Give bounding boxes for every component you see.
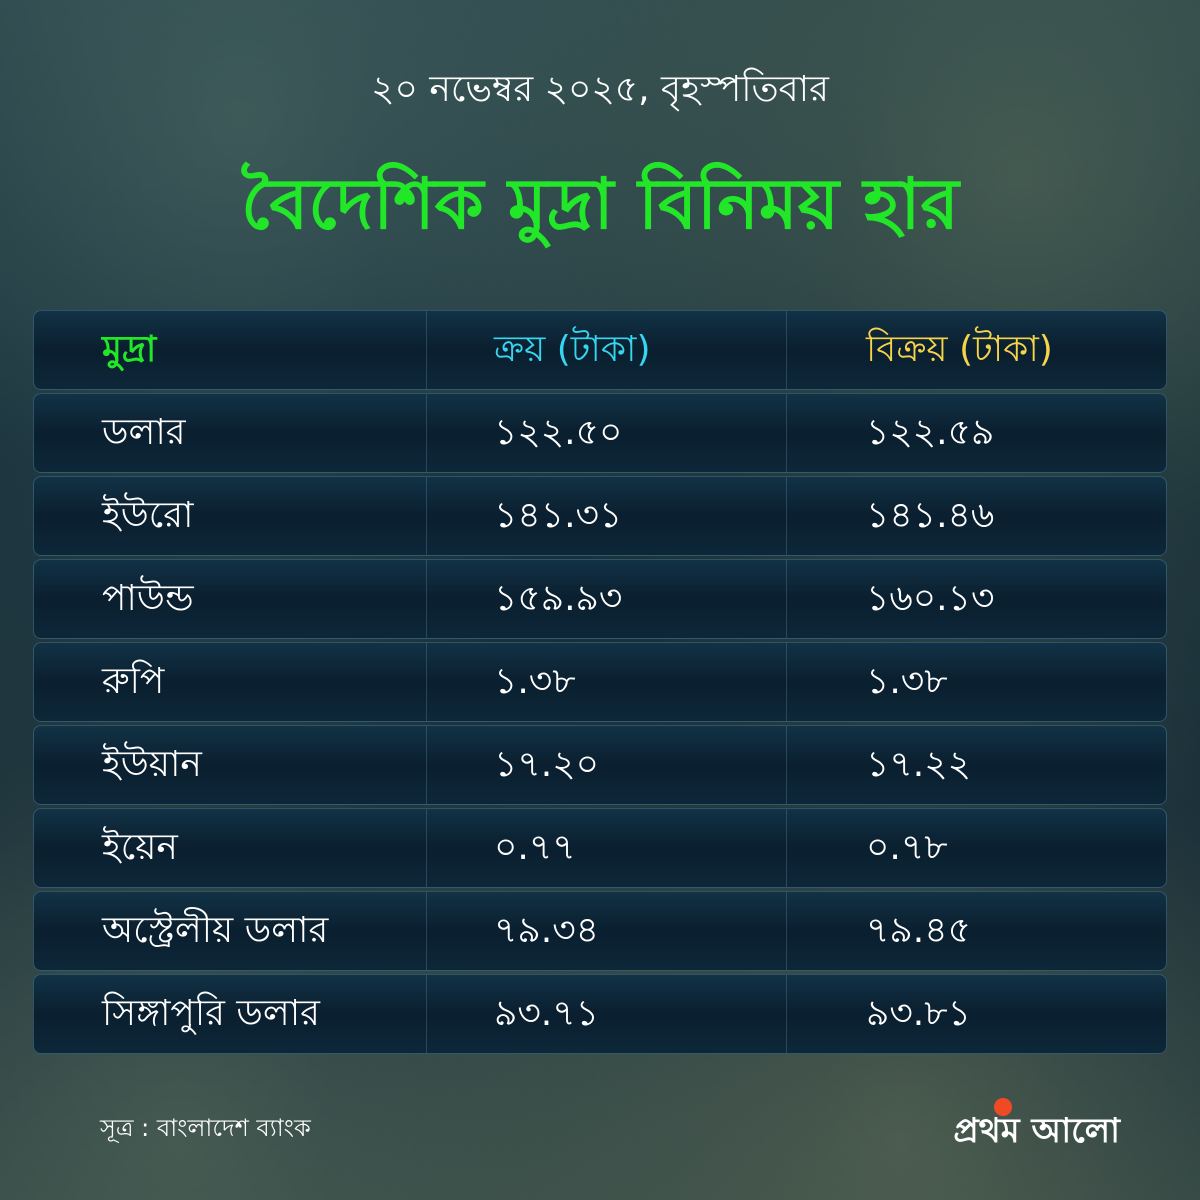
logo: প্রথম আলো bbox=[953, 1111, 1120, 1151]
cell-currency: ইউয়ান bbox=[102, 744, 202, 785]
header-buy: ক্রয় (টাকা) bbox=[494, 329, 651, 370]
cell-buy: ১৭.২০ bbox=[494, 744, 600, 785]
source-note: সূত্র : বাংলাদেশ ব্যাংক bbox=[100, 1114, 311, 1142]
table-header: মুদ্রা ক্রয় (টাকা) বিক্রয় (টাকা) bbox=[33, 310, 1167, 390]
logo-sun-icon bbox=[994, 1098, 1012, 1116]
cell-sell: ১৭.২২ bbox=[866, 744, 972, 785]
cell-sell: ১২২.৫৯ bbox=[866, 412, 995, 453]
page-title: বৈদেশিক মুদ্রা বিনিময় হার bbox=[241, 163, 959, 245]
table-row: ইউরো ১৪১.৩১ ১৪১.৪৬ bbox=[33, 476, 1167, 556]
cell-buy: ১৪১.৩১ bbox=[494, 495, 623, 536]
cell-buy: ৯৩.৭১ bbox=[494, 993, 599, 1034]
cell-currency: পাউন্ড bbox=[102, 578, 194, 619]
cell-buy: ১২২.৫০ bbox=[494, 412, 623, 453]
cell-currency: ইয়েন bbox=[102, 827, 178, 868]
table-row: সিঙ্গাপুরি ডলার ৯৩.৭১ ৯৩.৮১ bbox=[33, 974, 1167, 1054]
cell-sell: ০.৭৮ bbox=[866, 827, 948, 868]
table-row: ইউয়ান ১৭.২০ ১৭.২২ bbox=[33, 725, 1167, 805]
cell-sell: ৯৩.৮১ bbox=[866, 993, 971, 1034]
date: ২০ নভেম্বর ২০২৫, বৃহস্পতিবার bbox=[371, 69, 829, 110]
cell-buy: ৭৯.৩৪ bbox=[494, 910, 599, 951]
cell-currency: রুপি bbox=[102, 661, 165, 702]
cell-buy: ১৫৯.৯৩ bbox=[494, 578, 623, 619]
table-row: অস্ট্রেলীয় ডলার ৭৯.৩৪ ৭৯.৪৫ bbox=[33, 891, 1167, 971]
table-row: ডলার ১২২.৫০ ১২২.৫৯ bbox=[33, 393, 1167, 473]
cell-sell: ৭৯.৪৫ bbox=[866, 910, 971, 951]
cell-sell: ১৬০.১৩ bbox=[866, 578, 995, 619]
header-sell: বিক্রয় (টাকা) bbox=[866, 329, 1053, 370]
cell-buy: ০.৭৭ bbox=[494, 827, 576, 868]
cell-sell: ১৪১.৪৬ bbox=[866, 495, 995, 536]
cell-currency: সিঙ্গাপুরি ডলার bbox=[102, 993, 320, 1034]
cell-buy: ১.৩৮ bbox=[494, 661, 576, 702]
table-row: পাউন্ড ১৫৯.৯৩ ১৬০.১৩ bbox=[33, 559, 1167, 639]
header-currency: মুদ্রা bbox=[102, 329, 157, 370]
cell-currency: অস্ট্রেলীয় ডলার bbox=[102, 910, 329, 951]
exchange-rate-table: মুদ্রা ক্রয় (টাকা) বিক্রয় (টাকা) ডলার ১… bbox=[33, 310, 1167, 1057]
table-row: ইয়েন ০.৭৭ ০.৭৮ bbox=[33, 808, 1167, 888]
cell-currency: ডলার bbox=[102, 412, 186, 453]
table-row: রুপি ১.৩৮ ১.৩৮ bbox=[33, 642, 1167, 722]
cell-sell: ১.৩৮ bbox=[866, 661, 948, 702]
cell-currency: ইউরো bbox=[102, 495, 194, 536]
